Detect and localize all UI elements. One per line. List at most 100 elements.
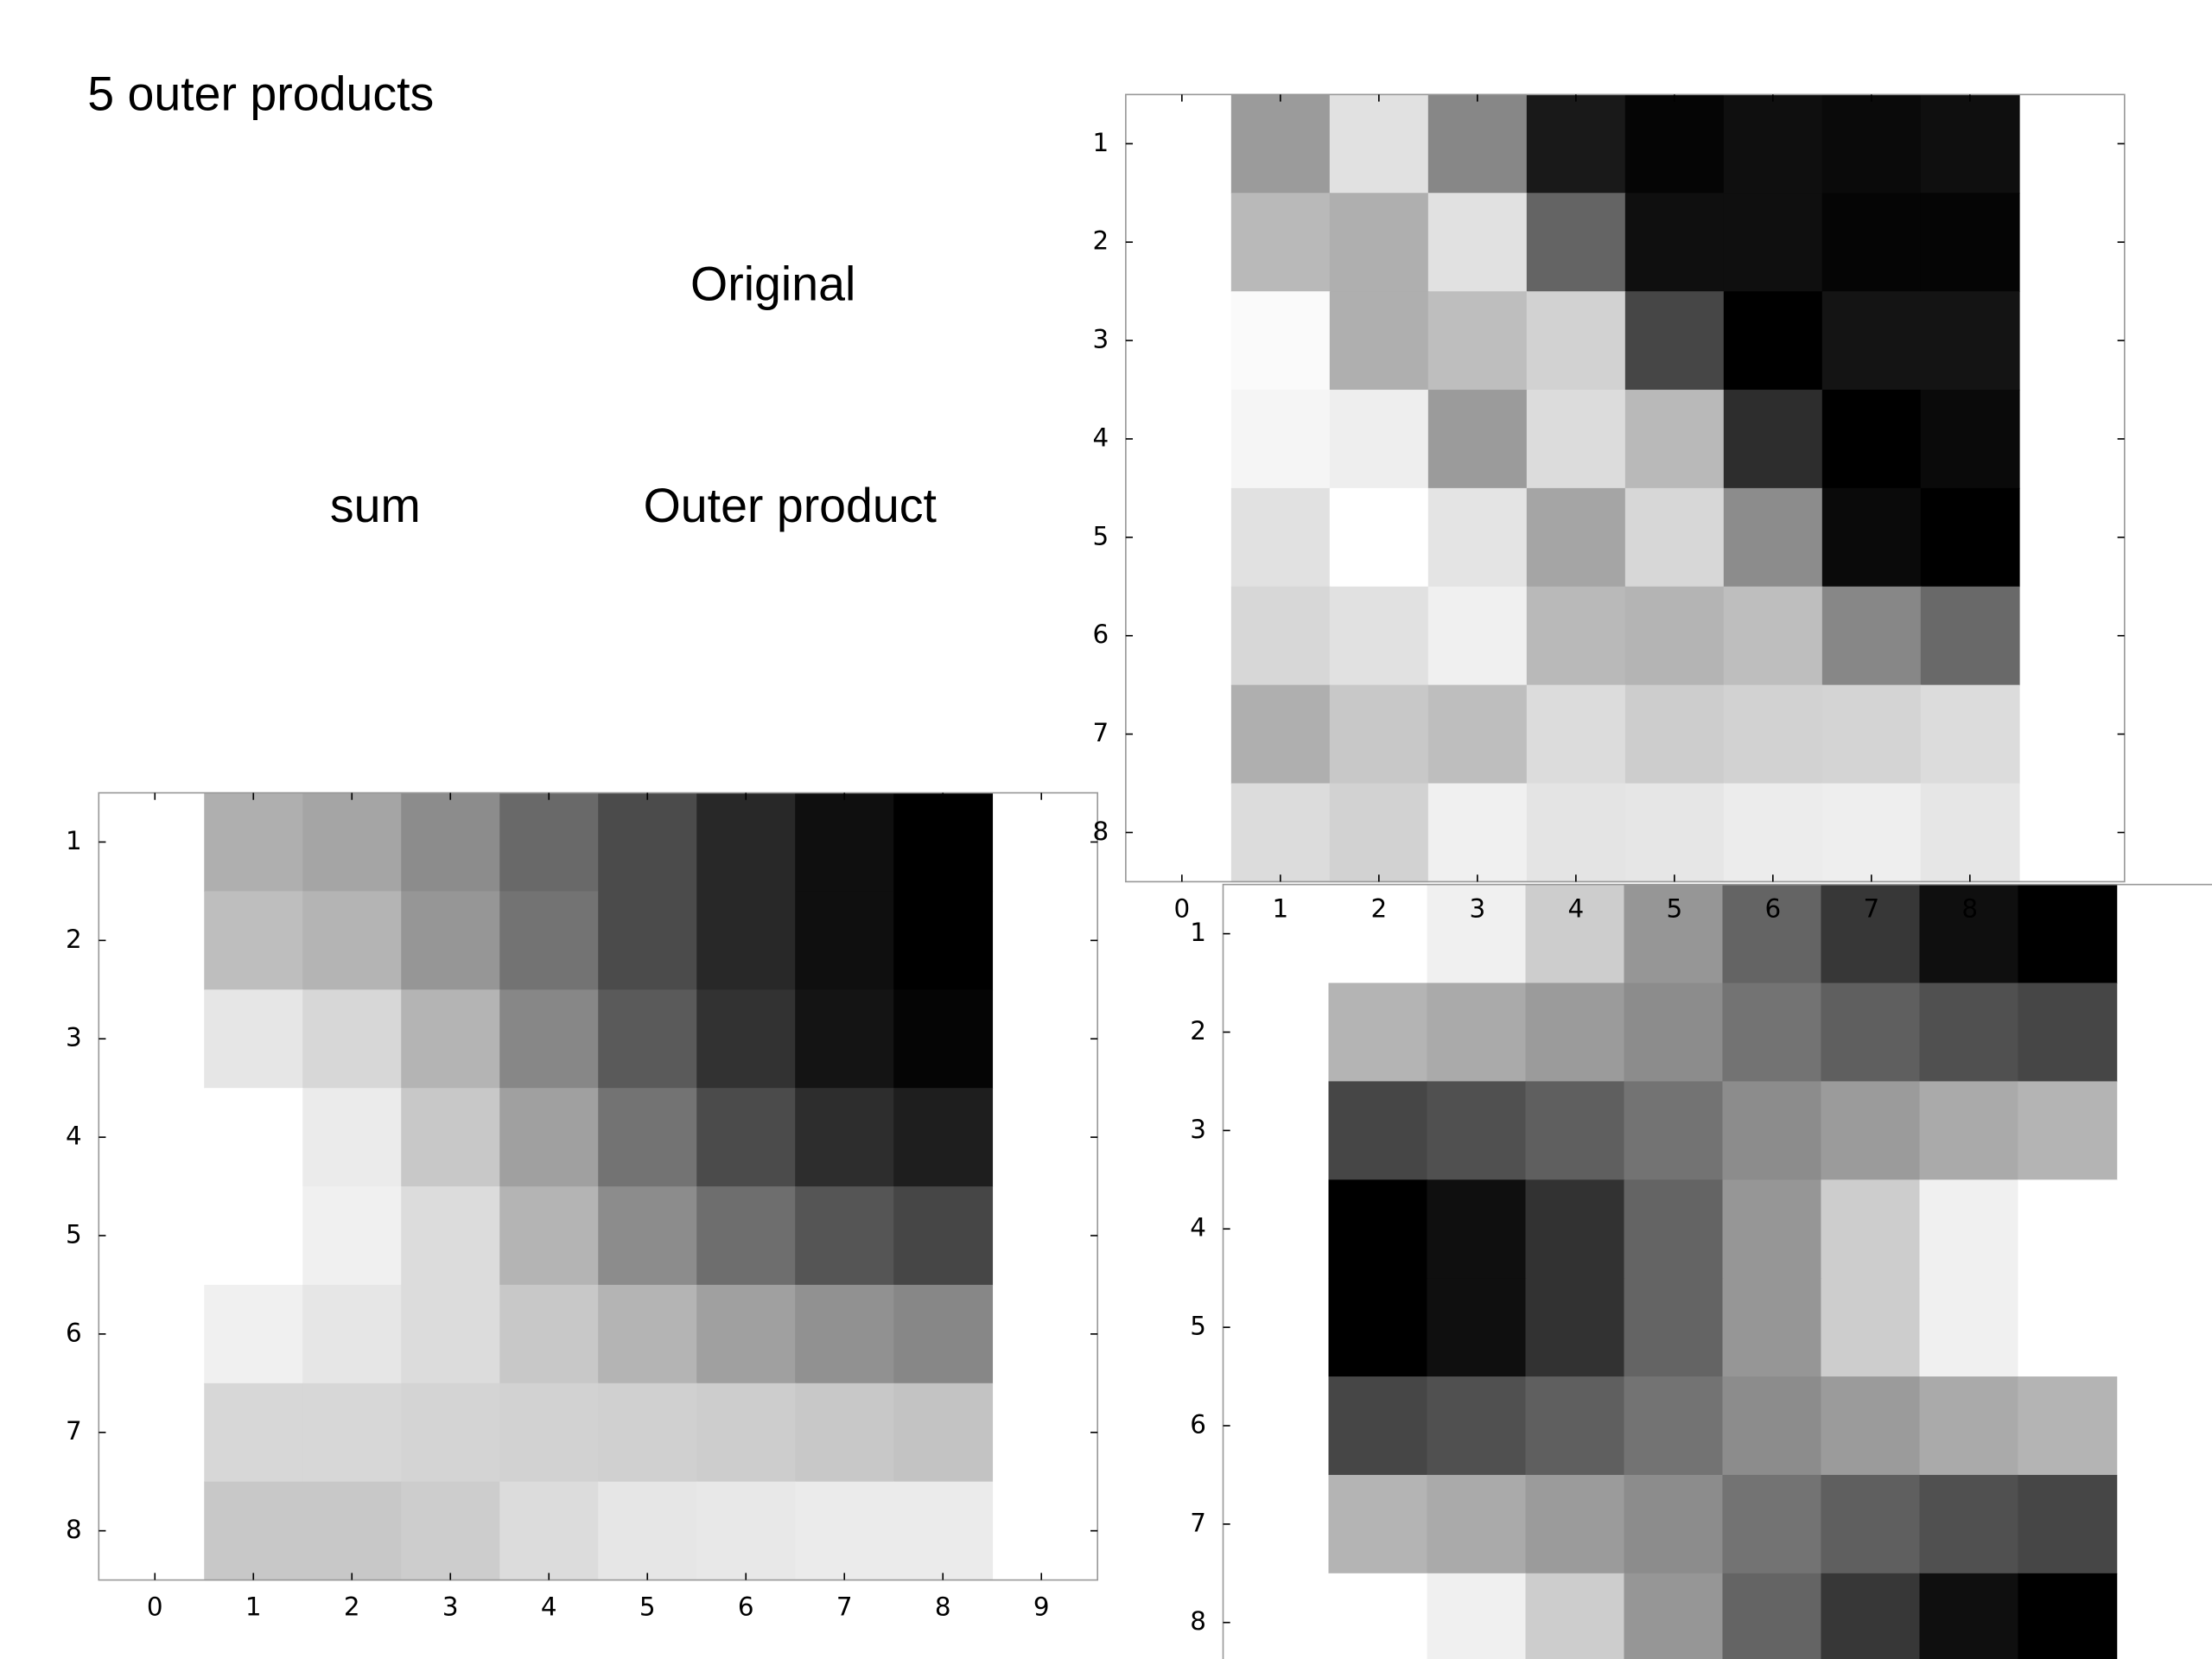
heatmap-cell (1230, 783, 1331, 883)
heatmap-cell (204, 792, 304, 893)
heatmap-cell (1329, 94, 1429, 194)
heatmap-cell (1821, 1179, 1921, 1279)
heatmap-cell (1526, 783, 1626, 883)
heatmap-cell (1624, 1179, 1724, 1279)
y-tick-label: 8 (1093, 817, 1109, 846)
heatmap-cell (1723, 193, 1823, 292)
heatmap-cell (598, 1284, 698, 1384)
heatmap-cell (598, 989, 698, 1089)
x-tick-label: 4 (541, 1592, 557, 1622)
heatmap-cell (1920, 94, 2020, 194)
heatmap-cell (204, 989, 304, 1089)
heatmap-cell (204, 1088, 304, 1187)
heatmap-cell (499, 1481, 600, 1581)
heatmap-cell (2018, 1081, 2118, 1181)
x-tick-label: 0 (147, 1592, 163, 1622)
heatmap-cell (1525, 1376, 1625, 1476)
heatmap-cell (1821, 783, 1922, 883)
label: sum (330, 479, 421, 532)
heatmap-cell (1920, 586, 2020, 686)
heatmap-cell (1821, 884, 1921, 984)
heatmap-cell (1624, 1573, 1724, 1659)
heatmap-cell (1722, 1278, 1822, 1377)
heatmap-cell (893, 792, 994, 893)
heatmap-cell (696, 1284, 797, 1384)
heatmap-cell (1722, 1376, 1822, 1476)
heatmap-cell (1821, 291, 1922, 391)
heatmap-cell (795, 1382, 895, 1483)
heatmap-cell (499, 891, 600, 991)
heatmap-cell (1427, 884, 1527, 984)
x-tick-label: 3 (1469, 894, 1485, 924)
heatmap-cell (1526, 586, 1626, 686)
heatmap-cell (1230, 684, 1331, 785)
heatmap-cell (1230, 487, 1331, 588)
heatmap-cell (499, 792, 600, 893)
heatmap-cell (1427, 1474, 1527, 1574)
y-tick-label: 1 (66, 826, 82, 855)
label: Original (690, 257, 855, 311)
y-tick-label: 3 (1093, 325, 1109, 354)
heatmap-cell (1919, 1278, 2019, 1377)
heatmap-cell (1329, 487, 1429, 588)
heatmap-cell (302, 989, 403, 1089)
heatmap-cell (1920, 291, 2020, 391)
heatmap-cell (1624, 586, 1725, 686)
heatmap-cell (598, 891, 698, 991)
heatmap-cell (696, 1088, 797, 1187)
heatmap-cell (499, 1088, 600, 1187)
heatmap-cell (499, 1186, 600, 1286)
heatmap-cell (1722, 1179, 1822, 1279)
y-tick-label: 5 (1190, 1312, 1206, 1341)
x-tick-label: 4 (1567, 894, 1584, 924)
heatmap-cell (1919, 1179, 2019, 1279)
heatmap-cell (893, 1481, 994, 1581)
heatmap-cell (795, 1284, 895, 1384)
heatmap-cell (1427, 1278, 1527, 1377)
y-tick-label: 8 (66, 1515, 82, 1544)
y-tick-label: 3 (66, 1023, 82, 1052)
heatmap-cell (795, 891, 895, 991)
heatmap-cell (1920, 783, 2020, 883)
heatmap-cell (1526, 684, 1626, 785)
heatmap-cell (1427, 1081, 1527, 1181)
heatmap-cell (1526, 94, 1626, 194)
x-tick-label: 2 (1370, 894, 1387, 924)
heatmap-cell (1427, 193, 1528, 292)
heatmap-cell (1329, 193, 1429, 292)
heatmap-cell (1723, 94, 1823, 194)
y-tick-label: 2 (66, 925, 82, 954)
heatmap-cell (1525, 1474, 1625, 1574)
heatmap-cell (2018, 1573, 2118, 1659)
heatmap-cell (2018, 1179, 2118, 1279)
plot-frame (1222, 883, 2212, 1659)
heatmap-cell (1525, 1081, 1625, 1181)
heatmap-cell (2018, 1474, 2118, 1574)
heatmap-cell (1821, 390, 1922, 489)
y-tick-label: 4 (66, 1122, 82, 1151)
heatmap-cell (1427, 1376, 1527, 1476)
heatmap-cell (1329, 684, 1429, 785)
x-tick-label: 5 (1666, 894, 1682, 924)
heatmap-cell (1526, 487, 1626, 588)
heatmap-cell (1723, 487, 1823, 588)
heatmap-cell (1919, 1474, 2019, 1574)
heatmap-cell (1624, 390, 1725, 489)
heatmap-cell (204, 891, 304, 991)
heatmap-cell (696, 989, 797, 1089)
heatmap-cell (1723, 586, 1823, 686)
x-tick-label: 7 (1863, 894, 1879, 924)
heatmap-cell (1821, 1081, 1921, 1181)
heatmap-cell (893, 1186, 994, 1286)
heatmap-cell (1526, 291, 1626, 391)
heatmap-cell (1722, 1081, 1822, 1181)
heatmap-cell (401, 1186, 501, 1286)
heatmap-cell (1920, 487, 2020, 588)
heatmap-cell (795, 989, 895, 1089)
heatmap-cell (1919, 884, 2019, 984)
heatmap-cell (1722, 982, 1822, 1083)
plot-frame (1125, 93, 2126, 883)
heatmap-cell (2018, 982, 2118, 1083)
